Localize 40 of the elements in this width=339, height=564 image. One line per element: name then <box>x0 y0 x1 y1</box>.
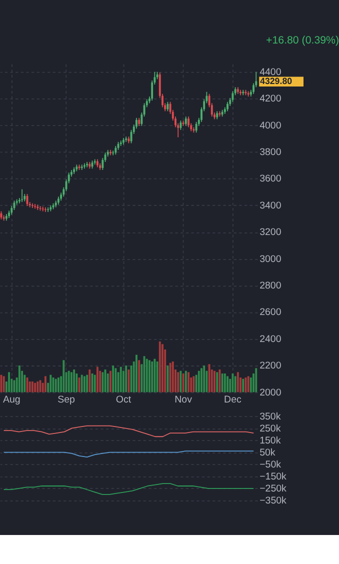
y-tick-label: 3000 <box>260 254 282 265</box>
x-tick-label: Oct <box>116 394 132 406</box>
y-tick-label: 2200 <box>260 360 282 372</box>
y-tick-label: −250k <box>260 484 287 495</box>
candlestick <box>195 121 198 134</box>
y-tick-label: 350k <box>260 411 281 422</box>
candlestick <box>112 150 114 156</box>
x-tick-label: Dec <box>224 394 242 406</box>
y-tick-label: 4200 <box>260 94 282 105</box>
y-tick-label: 150k <box>260 435 281 446</box>
y-tick-label: 2800 <box>260 280 282 292</box>
y-tick-label: 4000 <box>260 120 282 132</box>
text: 4329.80 <box>260 76 292 86</box>
candlestick <box>188 116 190 128</box>
candlestick <box>232 90 234 102</box>
candlestick <box>180 120 182 130</box>
y-tick-label: 3400 <box>260 200 282 212</box>
y-tick-label: 3800 <box>260 147 282 158</box>
candlestick <box>42 206 44 212</box>
y-tick-label: 2400 <box>260 334 282 345</box>
x-tick-label: Nov <box>174 394 192 406</box>
x-tick-label: Aug <box>2 394 20 406</box>
y-tick-label: 2000 <box>260 387 282 398</box>
line-series <box>3 450 254 458</box>
y-tick-label: 3600 <box>260 174 282 185</box>
candlestick <box>226 101 228 112</box>
candlestick <box>166 101 169 112</box>
candlestick <box>184 116 187 126</box>
y-tick-label: −150k <box>260 471 287 482</box>
x-tick-label: Sep <box>58 394 76 406</box>
line-series <box>3 425 254 438</box>
text: +16.80 (0.39%) <box>266 34 339 46</box>
y-tick-label: 250k <box>260 423 281 434</box>
line-series <box>3 483 254 495</box>
y-tick-label: −350k <box>260 496 287 507</box>
y-tick-label: 50k <box>260 447 276 458</box>
y-tick-label: 4400 <box>260 66 282 78</box>
y-tick-label: 2600 <box>260 307 282 318</box>
y-tick-label: −50k <box>260 459 282 470</box>
y-tick-label: 3200 <box>260 227 282 238</box>
